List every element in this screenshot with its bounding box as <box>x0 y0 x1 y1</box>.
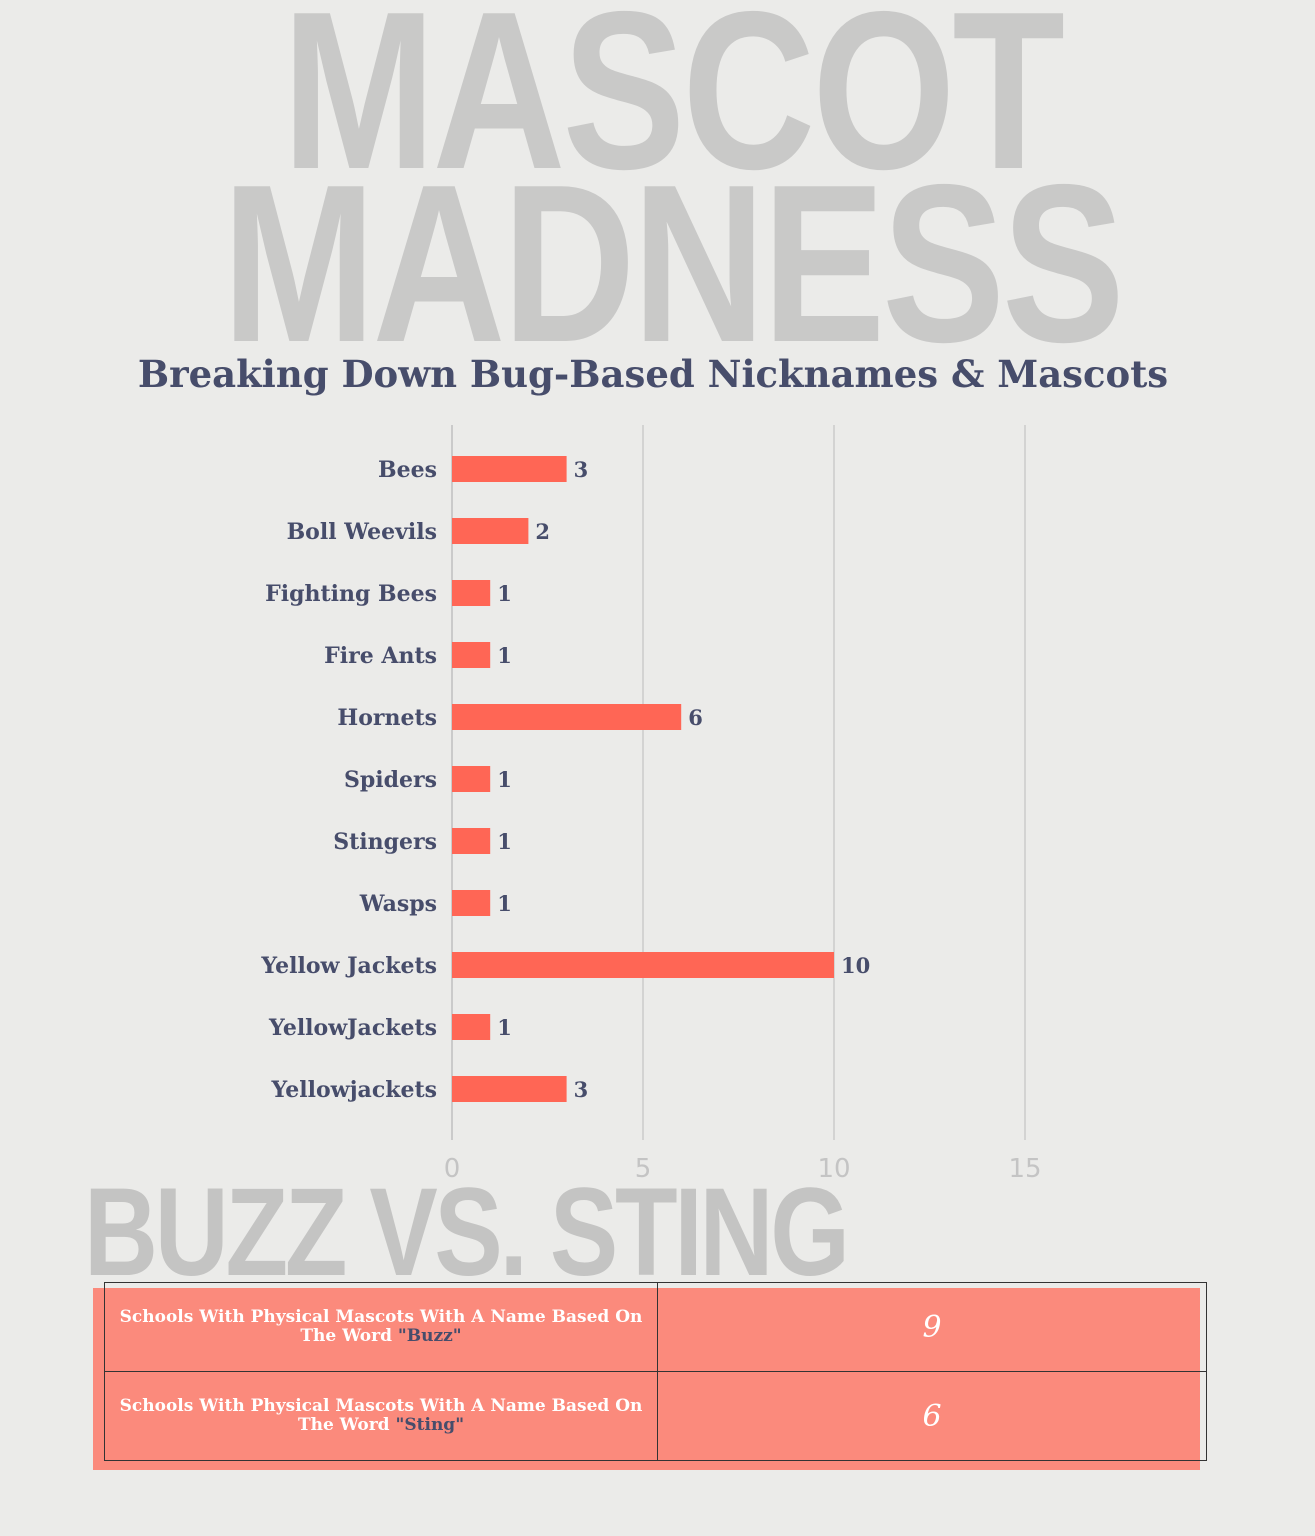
x-tick-label: 5 <box>635 1154 652 1184</box>
category-label: Fighting Bees <box>265 581 437 607</box>
bar <box>452 1014 491 1040</box>
bar-chart: 0 5 10 15 Bees 3 Boll Weevils 2 Fighting Bees 1 Fi… <box>260 425 1042 1184</box>
bar <box>452 704 682 730</box>
x-tick-label: 15 <box>1008 1154 1041 1184</box>
category-label: Fire Ants <box>324 643 437 669</box>
row-label: Schools With Physical Mascots With A Nam… <box>104 1282 658 1372</box>
bar <box>452 456 567 482</box>
bar <box>452 580 491 606</box>
bar <box>452 952 834 978</box>
data-label: 1 <box>497 767 512 792</box>
bar <box>452 1076 567 1102</box>
watermark-madness: MADNESS <box>222 137 1125 389</box>
category-label: Wasps <box>359 891 437 917</box>
bar <box>452 828 491 854</box>
label-text: Schools With Physical Mascots With A Nam… <box>119 1396 643 1435</box>
x-tick-label: 10 <box>817 1154 850 1184</box>
watermark-mascot: MASCOT <box>282 0 1065 216</box>
bar <box>452 890 491 916</box>
data-label: 3 <box>574 1077 589 1102</box>
row-value: 6 <box>657 1371 1207 1461</box>
data-label: 6 <box>688 705 703 730</box>
x-tick-label: 0 <box>444 1154 461 1184</box>
data-label: 1 <box>497 829 512 854</box>
buzz-vs-sting-table: Schools With Physical Mascots With A Nam… <box>104 1282 1207 1461</box>
chart-title: Breaking Down Bug-Based Nicknames & Masc… <box>137 352 1169 396</box>
data-label: 1 <box>497 891 512 916</box>
category-label: Bees <box>378 457 437 483</box>
data-label: 1 <box>497 643 512 668</box>
data-label: 2 <box>535 519 550 544</box>
data-label: 10 <box>841 953 870 978</box>
category-label: Spiders <box>344 767 437 793</box>
row-value: 9 <box>657 1282 1207 1372</box>
data-label: 1 <box>497 581 512 606</box>
table-row: Schools With Physical Mascots With A Nam… <box>104 1371 1207 1461</box>
category-label: Yellowjackets <box>270 1077 437 1103</box>
category-label: YellowJackets <box>268 1015 437 1041</box>
table-row: Schools With Physical Mascots With A Nam… <box>104 1282 1207 1372</box>
data-label: 1 <box>497 1015 512 1040</box>
bar <box>452 642 491 668</box>
data-label: 3 <box>574 457 589 482</box>
keyword: "Sting" <box>395 1415 465 1435</box>
label-text: Schools With Physical Mascots With A Nam… <box>119 1307 643 1346</box>
category-label: Hornets <box>337 705 437 731</box>
keyword: "Buzz" <box>397 1326 462 1346</box>
watermark-buzz-vs-sting: BUZZ VS. STING <box>84 1163 850 1302</box>
category-label: Boll Weevils <box>287 519 437 545</box>
row-label: Schools With Physical Mascots With A Nam… <box>104 1371 658 1461</box>
bar <box>452 766 491 792</box>
bar <box>452 518 529 544</box>
category-label: Stingers <box>333 829 437 855</box>
category-label: Yellow Jackets <box>260 953 437 979</box>
